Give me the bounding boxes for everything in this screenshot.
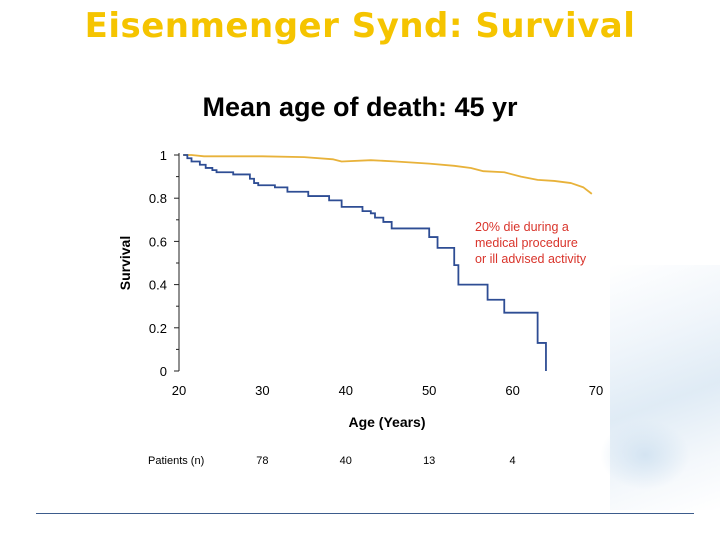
- bottom-divider: [36, 513, 694, 514]
- chart-series: [183, 154, 593, 371]
- series-line-1: [183, 154, 547, 371]
- annotation-line-3: or ill advised activity: [475, 252, 587, 266]
- annotation-line-1: 20% die during a: [475, 220, 569, 234]
- y-tick-label-2: 0.4: [149, 278, 167, 293]
- chart-labels: Age (Years) Survival Patients (n) 0 0.2 0.…: [117, 148, 603, 467]
- patients-count-3: 4: [510, 455, 516, 467]
- y-tick-label-3: 0.6: [149, 234, 167, 249]
- x-tick-label-3: 50: [422, 383, 436, 398]
- background-decoration-glow: [600, 420, 690, 490]
- x-tick-label-4: 60: [505, 383, 519, 398]
- x-tick-label-0: 20: [172, 383, 186, 398]
- x-axis-label: Age (Years): [348, 414, 425, 430]
- annotation-line-2: medical procedure: [475, 236, 578, 250]
- patients-count-1: 40: [340, 455, 352, 467]
- chart-annotation: 20% die during a medical procedure or il…: [475, 219, 615, 267]
- series-line-0: [183, 154, 593, 195]
- slide-subtitle: Mean age of death: 45 yr: [202, 92, 518, 122]
- x-tick-label-5: 70: [589, 383, 603, 398]
- y-axis-label: Survival: [117, 236, 133, 290]
- patients-count-0: 78: [256, 455, 268, 467]
- y-tick-label-5: 1: [160, 148, 167, 163]
- y-tick-label-0: 0: [160, 364, 167, 379]
- y-tick-label-1: 0.2: [149, 321, 167, 336]
- patients-count-2: 13: [423, 455, 435, 467]
- y-tick-label-4: 0.8: [149, 191, 167, 206]
- chart-axes: [174, 153, 180, 372]
- x-tick-label-1: 30: [255, 383, 269, 398]
- x-tick-label-2: 40: [339, 383, 353, 398]
- slide-title: Eisenmenger Synd: Survival: [84, 6, 636, 46]
- patients-row-label: Patients (n): [148, 455, 204, 467]
